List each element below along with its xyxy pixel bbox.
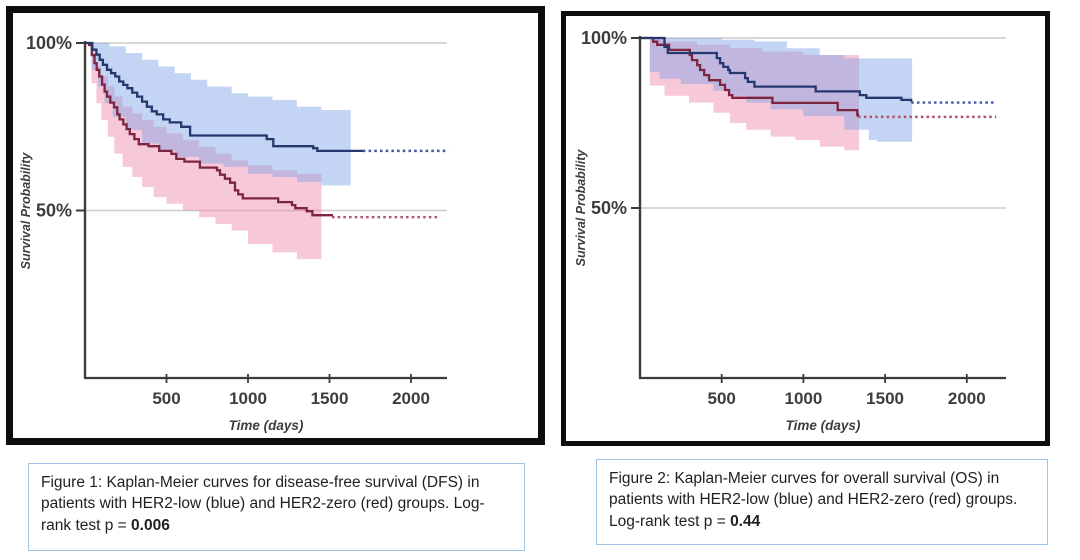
x-axis-label: Time (days) xyxy=(229,418,304,433)
HER2-zero-confidence-band xyxy=(85,43,322,265)
figure-2-caption-text: Figure 2: Kaplan-Meier curves for overal… xyxy=(609,470,1018,530)
HER2-low-survival-curve xyxy=(640,36,913,102)
figure-1-caption-text: Figure 1: Kaplan-Meier curves for diseas… xyxy=(41,474,485,534)
x-tick-label: 1500 xyxy=(311,389,349,408)
x-tick-label: 500 xyxy=(708,389,736,408)
HER2-zero-survival-curve xyxy=(640,36,860,117)
x-axis-label: Time (days) xyxy=(786,418,861,433)
km-chart-dfs: 500 1000 1500 2000 100% 50% Time (days) Surviva… xyxy=(19,33,449,433)
figure-1-caption: Figure 1: Kaplan-Meier curves for diseas… xyxy=(28,463,525,551)
y-tick-label: 50% xyxy=(36,201,72,221)
figure-2-caption: Figure 2: Kaplan-Meier curves for overal… xyxy=(596,459,1048,545)
x-tick-label: 2000 xyxy=(392,389,430,408)
figure-1-p-value: 0.006 xyxy=(131,516,170,534)
x-tick-label: 2000 xyxy=(948,389,986,408)
y-tick-label: 100% xyxy=(26,33,72,53)
x-tick-label: 1500 xyxy=(866,389,904,408)
y-tick-label: 100% xyxy=(581,28,627,48)
HER2-low-survival-curve xyxy=(85,41,363,153)
figure-1-frame: 500 1000 1500 2000 100% 50% Time (days) Surviva… xyxy=(6,6,545,445)
x-tick-label: 1000 xyxy=(229,389,267,408)
y-tick-label: 50% xyxy=(591,198,627,218)
km-chart-os: 500 1000 1500 2000 100% 50% Time (days) Surviva… xyxy=(574,28,1006,433)
figure-2-frame: 500 1000 1500 2000 100% 50% Time (days) Surviva… xyxy=(561,11,1050,446)
figure-2-p-value: 0.44 xyxy=(730,512,761,530)
y-axis-label: Survival Probability xyxy=(574,149,588,267)
HER2-low-confidence-band xyxy=(85,43,351,186)
x-tick-label: 1000 xyxy=(784,389,822,408)
HER2-zero-survival-curve xyxy=(85,41,334,217)
HER2-low-confidence-band xyxy=(640,38,913,142)
x-tick-label: 500 xyxy=(152,389,180,408)
y-axis-label: Survival Probability xyxy=(19,152,33,270)
